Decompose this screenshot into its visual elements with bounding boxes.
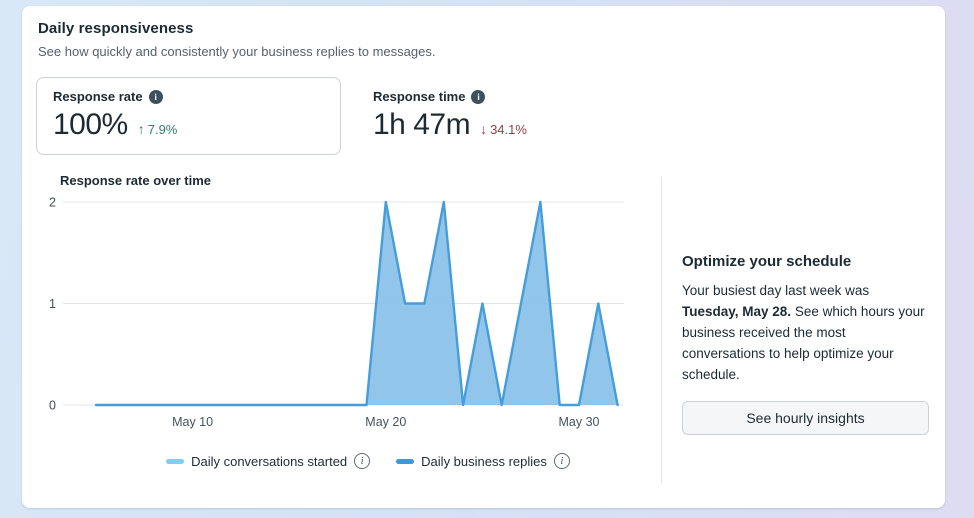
info-icon[interactable]: i xyxy=(471,89,486,104)
response-rate-label: Response rate xyxy=(53,89,143,104)
see-hourly-insights-button[interactable]: See hourly insights xyxy=(682,401,929,435)
arrow-up-icon: ↑ xyxy=(137,121,145,137)
daily-responsiveness-panel: Daily responsiveness See how quickly and… xyxy=(22,6,945,508)
replies-swatch xyxy=(396,458,415,464)
response-time-value: 1h 47m xyxy=(373,108,471,141)
svg-text:0: 0 xyxy=(49,399,56,413)
optimize-body-prefix: Your busiest day last week was xyxy=(682,283,870,298)
panel-body: Response rate over time 0 1 2 May 10 May 20 M… xyxy=(22,165,945,495)
legend-label-replies: Daily business replies xyxy=(421,453,547,469)
legend-item-replies: Daily business replies i xyxy=(396,453,570,469)
optimize-body-bold: Tuesday, May 28. xyxy=(682,304,792,319)
response-time-label: Response time xyxy=(373,89,466,104)
info-icon[interactable]: i xyxy=(148,89,163,104)
legend-item-conversations: Daily conversations started i xyxy=(166,453,371,469)
arrow-down-icon: ↓ xyxy=(480,121,488,137)
optimize-schedule-panel: Optimize your schedule Your busiest day … xyxy=(662,165,945,495)
response-time-card[interactable]: Response time i 1h 47m ↓ 34.1% xyxy=(356,77,661,155)
panel-subtitle: See how quickly and consistently your bu… xyxy=(38,44,436,59)
response-rate-delta: ↑ 7.9% xyxy=(138,121,178,137)
legend-label-conversations: Daily conversations started xyxy=(191,453,348,469)
chart-title: Response rate over time xyxy=(60,173,212,188)
panel-title: Daily responsiveness xyxy=(38,20,194,37)
svg-text:2: 2 xyxy=(49,196,56,210)
response-rate-area-chart: 0 1 2 May 10 May 20 May 30 xyxy=(49,196,624,429)
response-rate-value: 100% xyxy=(53,108,128,141)
chart-wrap: 0 1 2 May 10 May 20 May 30 xyxy=(38,190,661,445)
svg-text:1: 1 xyxy=(49,297,56,311)
response-rate-card[interactable]: Response rate i 100% ↑ 7.9% xyxy=(36,77,341,155)
vertical-divider xyxy=(661,177,662,483)
info-icon[interactable]: i xyxy=(553,453,570,469)
metric-cards-row: Response rate i 100% ↑ 7.9% Response tim… xyxy=(36,77,945,155)
response-time-delta-value: 34.1% xyxy=(490,122,527,137)
chart-legend: Daily conversations started i Daily busi… xyxy=(98,453,638,469)
response-time-delta: ↓ 34.1% xyxy=(480,121,527,137)
info-icon[interactable]: i xyxy=(354,453,371,469)
response-rate-delta-value: 7.9% xyxy=(147,122,178,137)
svg-text:May 30: May 30 xyxy=(559,415,600,429)
svg-text:May 10: May 10 xyxy=(172,415,213,429)
conversations-swatch xyxy=(166,458,185,464)
panel-header: Daily responsiveness See how quickly and… xyxy=(22,6,945,65)
chart-section: Response rate over time 0 1 2 May 10 May 20 M… xyxy=(22,165,661,495)
optimize-body: Your busiest day last week was Tuesday, … xyxy=(682,280,929,385)
svg-text:May 20: May 20 xyxy=(365,415,406,429)
optimize-body-suffix: See which hours your business received t… xyxy=(682,304,925,382)
optimize-heading: Optimize your schedule xyxy=(682,253,852,270)
